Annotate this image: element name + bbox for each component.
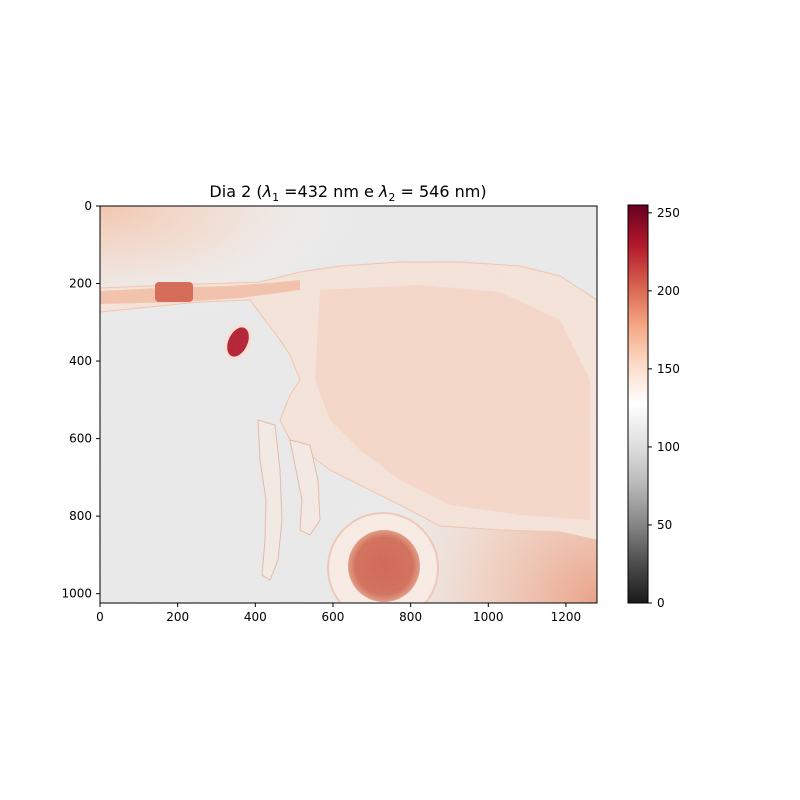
y-axis: 0 200 400 600 800 1000 [61,199,100,601]
y-tick-label: 200 [69,277,92,291]
colorbar-tick-label: 250 [657,206,680,220]
colorbar-tick-label: 50 [657,518,672,532]
heatmap-grain [100,206,597,603]
y-tick-label: 800 [69,509,92,523]
colorbar [627,204,649,604]
x-tick-label: 600 [322,610,345,624]
x-tick-label: 0 [96,610,104,624]
y-tick-label: 1000 [61,587,92,601]
plot-frame [99,205,598,604]
colorbar-tick-label: 200 [657,284,680,298]
x-tick-label: 1200 [551,610,582,624]
x-tick-label: 200 [166,610,189,624]
x-axis: 0 200 400 600 800 1000 1200 [96,603,581,624]
chart-title: Dia 2 (λ1 =432 nm e λ2 = 546 nm) [209,182,486,204]
x-tick-label: 400 [244,610,267,624]
colorbar-tick-label: 150 [657,362,680,376]
colorbar-tick-label: 0 [657,596,665,610]
colorbar-axis: 0 50 100 150 200 250 [648,206,680,610]
y-tick-label: 400 [69,354,92,368]
colorbar-tick-label: 100 [657,440,680,454]
x-tick-label: 800 [399,610,422,624]
heatmap-image [100,206,597,603]
y-tick-label: 0 [84,199,92,213]
x-tick-label: 1000 [473,610,504,624]
y-tick-label: 600 [69,432,92,446]
